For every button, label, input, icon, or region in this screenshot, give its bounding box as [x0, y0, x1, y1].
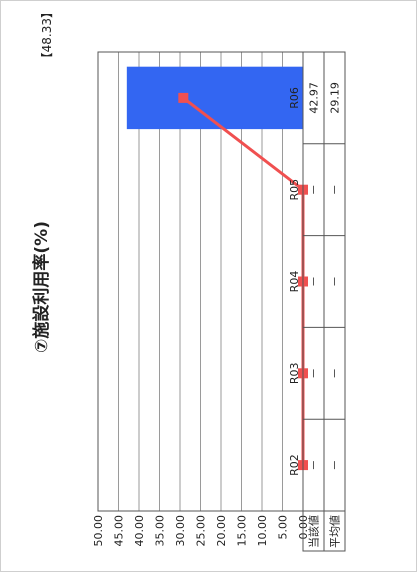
x-tick-label: R03: [288, 362, 301, 384]
x-tick-label: R05: [288, 179, 301, 201]
table-cell: －: [329, 276, 342, 287]
x-tick-label: R04: [288, 271, 301, 293]
table-cell: －: [308, 368, 321, 379]
x-tick-label: R06: [288, 87, 301, 109]
table-row-label-cell: [323, 510, 346, 552]
line-average: [182, 96, 305, 466]
bar-R06: [126, 66, 303, 130]
table-cell: 29.19: [329, 82, 342, 114]
y-tick-label: 50.00: [92, 515, 105, 547]
table-row-label: 当該値: [307, 515, 321, 548]
chart-annotation: 【48.33】: [40, 6, 54, 64]
table-cell: 42.97: [308, 82, 321, 114]
y-tick-label: 35.00: [154, 515, 167, 547]
y-tick-label: 5.00: [277, 515, 290, 540]
table-cell: －: [329, 184, 342, 195]
y-tick-label: 15.00: [236, 515, 249, 547]
table-cell: －: [308, 460, 321, 471]
chart-title: ⑦施設利用率(%): [31, 221, 52, 353]
y-tick-label: 40.00: [133, 515, 146, 547]
y-tick-label: 25.00: [195, 515, 208, 547]
line-point-R06: [178, 92, 189, 103]
table-cell: －: [329, 368, 342, 379]
data-table: R02 R03 R04 R05 R06 当該値 平均値 － － － － 42.97 － － － － 29.19: [288, 51, 346, 552]
bar-series: [126, 66, 303, 130]
y-axis-ticks: 0.005.0010.0015.0020.0025.0030.0035.0040…: [92, 515, 310, 547]
y-tick-label: 45.00: [113, 515, 126, 547]
y-tick-label: 30.00: [174, 515, 187, 547]
table-cell: －: [329, 460, 342, 471]
plot-area: 0.005.0010.0015.0020.0025.0030.0035.0040…: [92, 51, 310, 547]
y-tick-label: 10.00: [256, 515, 269, 547]
table-cell: －: [308, 276, 321, 287]
x-tick-label: R02: [288, 454, 301, 476]
table-cell: －: [308, 184, 321, 195]
y-tick-label: 20.00: [215, 515, 228, 547]
table-row-label: 平均値: [329, 515, 342, 548]
